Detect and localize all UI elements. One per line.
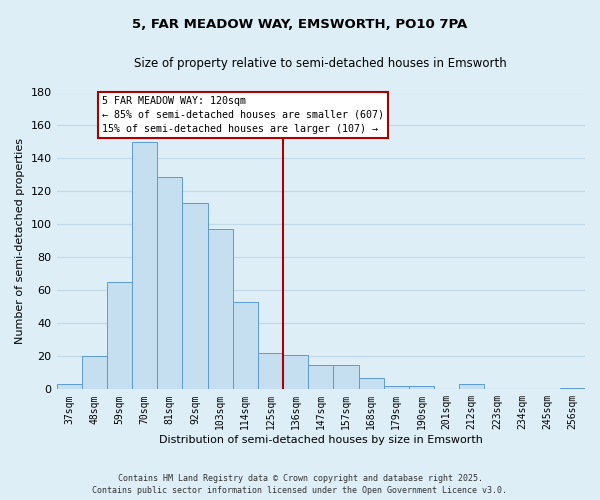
X-axis label: Distribution of semi-detached houses by size in Emsworth: Distribution of semi-detached houses by … <box>159 435 483 445</box>
Bar <box>359 378 383 390</box>
Text: 5, FAR MEADOW WAY, EMSWORTH, PO10 7PA: 5, FAR MEADOW WAY, EMSWORTH, PO10 7PA <box>133 18 467 30</box>
Bar <box>409 386 434 390</box>
Bar <box>459 384 484 390</box>
Bar <box>283 354 308 390</box>
Text: 5 FAR MEADOW WAY: 120sqm
← 85% of semi-detached houses are smaller (607)
15% of : 5 FAR MEADOW WAY: 120sqm ← 85% of semi-d… <box>102 96 384 134</box>
Bar <box>258 353 283 390</box>
Bar <box>560 388 585 390</box>
Bar <box>157 176 182 390</box>
Bar <box>233 302 258 390</box>
Bar <box>82 356 107 390</box>
Bar <box>132 142 157 390</box>
Title: Size of property relative to semi-detached houses in Emsworth: Size of property relative to semi-detach… <box>134 58 507 70</box>
Bar <box>308 364 334 390</box>
Bar <box>107 282 132 390</box>
Bar <box>208 230 233 390</box>
Bar <box>56 384 82 390</box>
Bar <box>383 386 409 390</box>
Text: Contains HM Land Registry data © Crown copyright and database right 2025.
Contai: Contains HM Land Registry data © Crown c… <box>92 474 508 495</box>
Y-axis label: Number of semi-detached properties: Number of semi-detached properties <box>15 138 25 344</box>
Bar <box>182 203 208 390</box>
Bar <box>334 364 359 390</box>
